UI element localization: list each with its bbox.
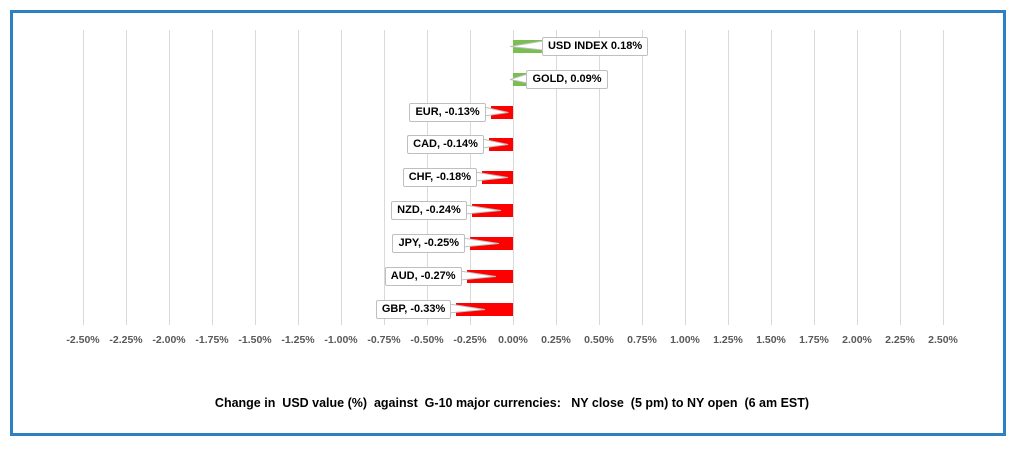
- chart-frame-border: [10, 10, 1006, 436]
- bar-jpy: [470, 236, 513, 250]
- bar-eur: [490, 105, 513, 119]
- x-axis-tick-label: -0.50%: [410, 334, 444, 346]
- data-label-eur: EUR, -0.13%: [409, 102, 486, 122]
- x-axis-tick-label: -0.25%: [453, 334, 487, 346]
- gridline: [598, 30, 600, 325]
- gridline: [942, 30, 944, 325]
- x-axis-tick-label: 2.25%: [885, 334, 915, 346]
- gridline: [383, 30, 385, 325]
- chart-title: Change in USD value (%) against G-10 maj…: [214, 396, 810, 410]
- x-axis-tick-label: 1.25%: [713, 334, 743, 346]
- bar-usd-index: [513, 39, 544, 53]
- gridline: [125, 30, 127, 325]
- bar-aud: [466, 269, 513, 283]
- x-axis-tick-label: 0.25%: [541, 334, 571, 346]
- gridline: [727, 30, 729, 325]
- gridline: [813, 30, 815, 325]
- gridline: [340, 30, 342, 325]
- x-axis-tick-label: 1.00%: [670, 334, 700, 346]
- gridline: [899, 30, 901, 325]
- x-axis-tick-label: -0.75%: [367, 334, 401, 346]
- gridline: [254, 30, 256, 325]
- x-axis-tick-label: 2.00%: [842, 334, 872, 346]
- data-label-gold: GOLD, 0.09%: [526, 69, 608, 89]
- data-label-gbp: GBP, -0.33%: [375, 299, 452, 319]
- bar-cad: [488, 138, 513, 152]
- x-axis-tick-label: 0.00%: [498, 334, 528, 346]
- data-label-chf: CHF, -0.18%: [402, 168, 478, 188]
- x-axis-tick-label: 1.75%: [799, 334, 829, 346]
- data-label-cad: CAD, -0.14%: [407, 135, 484, 155]
- x-axis-tick-label: 0.50%: [584, 334, 614, 346]
- data-label-aud: AUD, -0.27%: [384, 266, 462, 286]
- gridline: [512, 30, 514, 325]
- x-axis-tick-label: -1.75%: [195, 334, 229, 346]
- gridline: [168, 30, 170, 325]
- x-axis-tick-label: -1.50%: [238, 334, 272, 346]
- data-label-usd-index: USD INDEX 0.18%: [541, 36, 649, 56]
- bar-chf: [482, 171, 513, 185]
- bar-gbp: [456, 302, 513, 316]
- gridline: [684, 30, 686, 325]
- gridline: [641, 30, 643, 325]
- x-axis-tick-label: 1.50%: [756, 334, 786, 346]
- x-axis-tick-label: 0.75%: [627, 334, 657, 346]
- x-axis-tick-label: 2.50%: [928, 334, 958, 346]
- gridline: [211, 30, 213, 325]
- gridline: [770, 30, 772, 325]
- x-axis-tick-label: -1.00%: [324, 334, 358, 346]
- gridline: [297, 30, 299, 325]
- bar-nzd: [471, 204, 513, 218]
- data-label-nzd: NZD, -0.24%: [391, 201, 467, 221]
- x-axis-tick-label: -2.25%: [109, 334, 143, 346]
- gridline: [82, 30, 84, 325]
- gridline: [555, 30, 557, 325]
- x-axis-tick-label: -1.25%: [281, 334, 315, 346]
- x-axis-tick-label: -2.50%: [66, 334, 100, 346]
- x-axis-tick-label: -2.00%: [152, 334, 186, 346]
- gridline: [856, 30, 858, 325]
- data-label-jpy: JPY, -0.25%: [392, 233, 465, 253]
